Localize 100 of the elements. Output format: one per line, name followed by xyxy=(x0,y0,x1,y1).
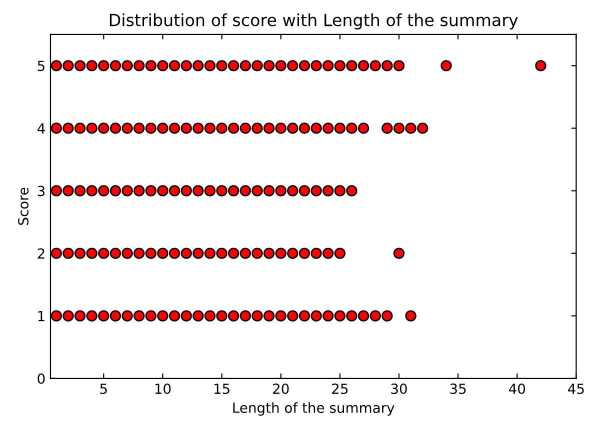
point xyxy=(50,185,62,196)
point xyxy=(62,310,74,322)
point xyxy=(252,60,263,72)
point xyxy=(358,310,370,322)
point xyxy=(133,310,145,322)
point xyxy=(204,248,216,259)
point xyxy=(122,248,133,259)
point xyxy=(275,185,286,196)
point xyxy=(287,122,298,134)
point xyxy=(86,185,98,196)
point xyxy=(145,60,157,72)
point xyxy=(298,248,310,259)
point xyxy=(240,248,252,259)
point xyxy=(287,248,298,259)
point xyxy=(263,185,275,196)
point xyxy=(122,60,133,72)
y-tick-label: 2 xyxy=(38,248,44,259)
point xyxy=(216,122,228,134)
point xyxy=(50,310,62,322)
point xyxy=(240,122,252,134)
point xyxy=(334,185,346,196)
point xyxy=(110,122,122,134)
point xyxy=(405,310,416,322)
point xyxy=(133,185,145,196)
chart-title: Distribution of score with Length of the summary xyxy=(110,13,518,30)
point xyxy=(110,310,122,322)
point xyxy=(240,60,252,72)
point xyxy=(322,310,334,322)
point xyxy=(192,60,204,72)
point xyxy=(275,122,286,134)
point xyxy=(405,122,416,134)
point xyxy=(98,122,110,134)
point xyxy=(216,60,228,72)
point xyxy=(252,310,263,322)
point xyxy=(180,248,192,259)
point xyxy=(417,122,428,134)
point xyxy=(204,185,216,196)
point xyxy=(287,60,298,72)
point xyxy=(74,310,86,322)
point xyxy=(168,248,180,259)
point xyxy=(263,60,275,72)
point xyxy=(240,310,252,322)
x-axis-title: Length of the summary xyxy=(233,402,394,416)
point xyxy=(157,185,168,196)
point xyxy=(98,60,110,72)
point xyxy=(216,248,228,259)
point xyxy=(252,185,263,196)
point xyxy=(133,60,145,72)
point xyxy=(263,122,275,134)
point xyxy=(393,60,405,72)
x-tick-label: 5 xyxy=(100,384,107,394)
point xyxy=(216,310,228,322)
point xyxy=(74,248,86,259)
point xyxy=(62,122,74,134)
point xyxy=(252,248,263,259)
point xyxy=(86,248,98,259)
y-tick-label: 1 xyxy=(38,311,44,322)
point xyxy=(263,310,275,322)
x-tick-label: 35 xyxy=(450,384,466,394)
point xyxy=(228,310,240,322)
y-tick-label: 4 xyxy=(37,123,45,134)
x-tick-label: 30 xyxy=(391,384,407,394)
point xyxy=(370,60,381,72)
x-tick-label: 15 xyxy=(214,384,230,394)
point xyxy=(86,122,98,134)
point xyxy=(74,185,86,196)
point xyxy=(145,310,157,322)
point xyxy=(310,310,322,322)
point xyxy=(122,122,133,134)
point xyxy=(322,248,334,259)
point xyxy=(240,185,252,196)
point xyxy=(298,310,310,322)
point xyxy=(192,185,204,196)
point xyxy=(346,60,358,72)
point xyxy=(204,310,216,322)
point xyxy=(86,310,98,322)
point xyxy=(228,60,240,72)
point xyxy=(228,248,240,259)
point xyxy=(192,248,204,259)
point xyxy=(122,185,133,196)
point xyxy=(334,122,346,134)
point xyxy=(180,310,192,322)
point xyxy=(334,248,346,259)
point xyxy=(192,310,204,322)
point xyxy=(346,122,358,134)
point xyxy=(168,122,180,134)
point xyxy=(157,248,168,259)
point xyxy=(168,310,180,322)
point xyxy=(74,60,86,72)
point xyxy=(346,310,358,322)
point xyxy=(145,248,157,259)
point xyxy=(322,122,334,134)
point xyxy=(98,248,110,259)
point xyxy=(180,60,192,72)
point xyxy=(133,122,145,134)
point xyxy=(275,60,286,72)
point xyxy=(86,60,98,72)
x-tick-label: 20 xyxy=(273,384,289,394)
point xyxy=(382,60,393,72)
point xyxy=(252,122,263,134)
